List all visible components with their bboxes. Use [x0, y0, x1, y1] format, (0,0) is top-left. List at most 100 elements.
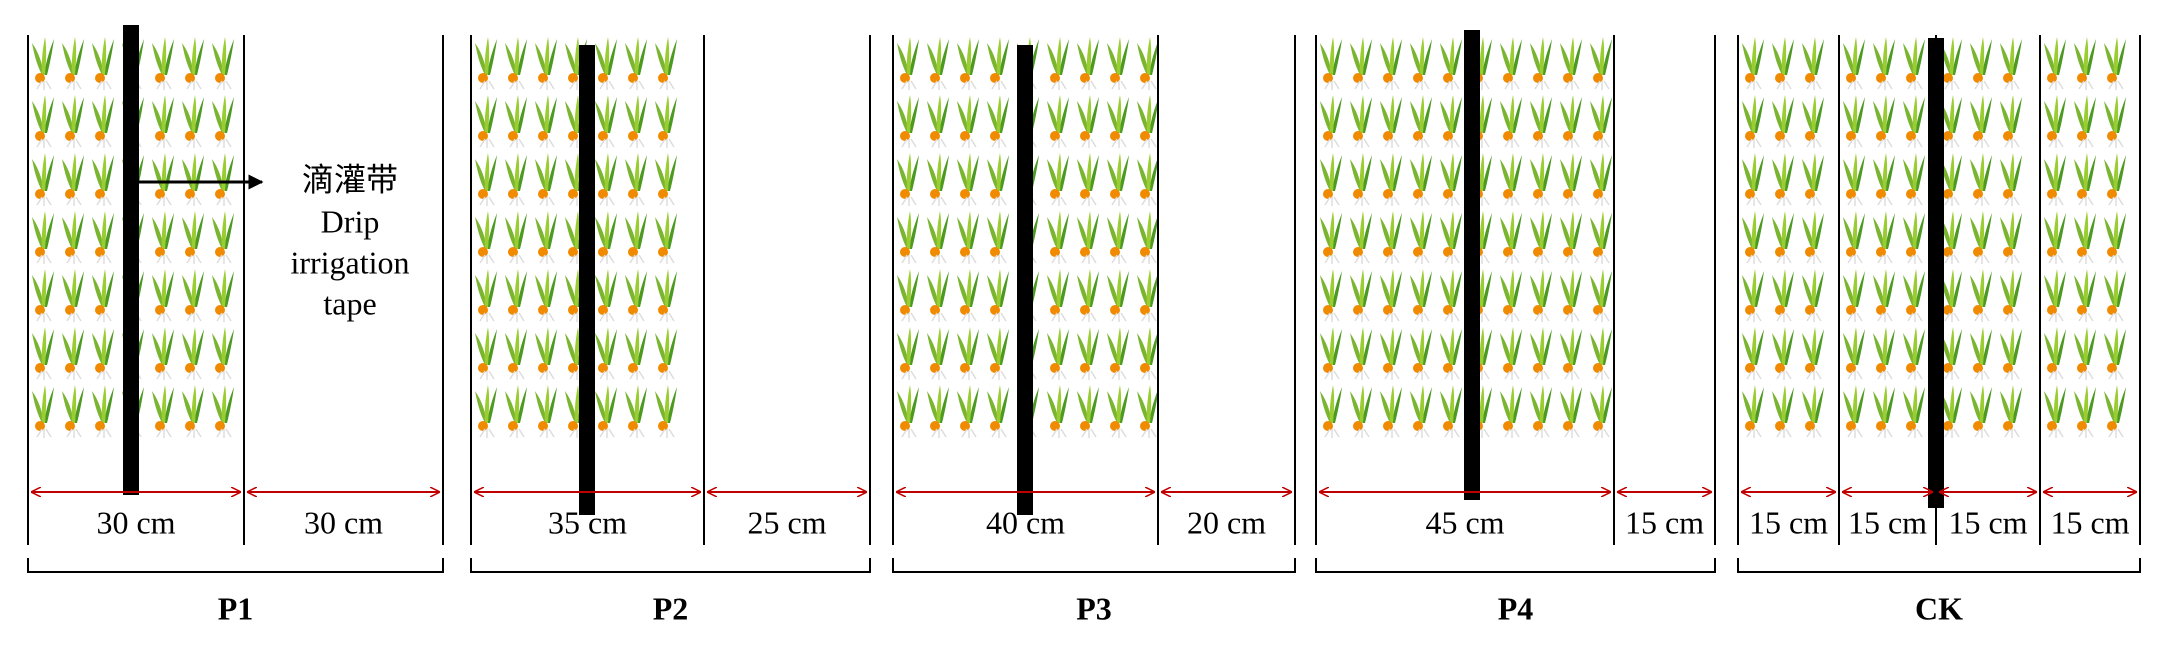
bulb [1353, 73, 1363, 83]
leaf [1751, 385, 1757, 423]
bulb [1503, 247, 1513, 257]
roots [629, 312, 645, 322]
plant [625, 95, 647, 148]
plant [1500, 153, 1522, 206]
leaf [1982, 329, 1992, 365]
leaf [1089, 329, 1099, 365]
leaf [2116, 329, 2126, 365]
plant [1410, 95, 1432, 148]
roots [1141, 138, 1157, 148]
plant [1410, 211, 1432, 264]
roots [1776, 428, 1792, 438]
roots [1051, 428, 1067, 438]
leaf [1359, 153, 1365, 191]
roots [1594, 196, 1610, 206]
leaf [2009, 269, 2015, 307]
plant [2000, 153, 2022, 206]
leaf [1751, 153, 1757, 191]
plant [897, 269, 919, 322]
roots [1594, 428, 1610, 438]
plant [2000, 269, 2022, 322]
roots [2048, 196, 2064, 206]
bulb [1080, 73, 1090, 83]
plant [927, 95, 949, 148]
bulb [538, 131, 548, 141]
leaf [1843, 159, 1855, 191]
plant [62, 153, 84, 206]
leaf [547, 97, 557, 133]
roots [66, 312, 82, 322]
leaf [2044, 159, 2056, 191]
bulb [1080, 421, 1090, 431]
roots [1141, 370, 1157, 380]
leaf [1542, 329, 1552, 365]
plant [987, 153, 1009, 206]
bulb [538, 189, 548, 199]
leaf [1449, 95, 1455, 133]
leaf [969, 387, 979, 423]
leaf [517, 271, 527, 307]
bulb [1110, 247, 1120, 257]
leaf [1149, 271, 1159, 307]
leaf [1843, 391, 1855, 423]
leaf [1814, 271, 1824, 307]
roots [1141, 428, 1157, 438]
leaf [2113, 95, 2119, 133]
leaf [1873, 391, 1885, 423]
bulb [155, 73, 165, 83]
roots [479, 138, 495, 148]
leaf [1949, 95, 1955, 133]
bulb [1943, 189, 1953, 199]
roots [1384, 80, 1400, 90]
leaf [1982, 387, 1992, 423]
leaf [1949, 385, 1955, 423]
leaf [194, 387, 204, 423]
leaf [1056, 153, 1062, 191]
leaf [2104, 391, 2116, 423]
leaf [1116, 153, 1122, 191]
leaf [1362, 387, 1372, 423]
leaf [2113, 153, 2119, 191]
leaf [1599, 269, 1605, 307]
leaf [1107, 43, 1119, 75]
leaf [1602, 155, 1612, 191]
bulb [1110, 363, 1120, 373]
roots [1081, 312, 1097, 322]
roots [539, 254, 555, 264]
leaf [1915, 39, 1925, 75]
leaf [1077, 159, 1089, 191]
bulb [628, 363, 638, 373]
leaf [1754, 97, 1764, 133]
leaf [667, 97, 677, 133]
leaf [2000, 101, 2012, 133]
plant [1047, 269, 1069, 322]
leaf [1885, 329, 1895, 365]
leaf [574, 385, 580, 423]
leaf [2113, 211, 2119, 249]
leaf [1602, 39, 1612, 75]
leaf [957, 391, 969, 423]
leaf [41, 211, 47, 249]
plant [2074, 327, 2096, 380]
leaf [1602, 387, 1612, 423]
leaf [1885, 271, 1895, 307]
leaf [1107, 101, 1119, 133]
bulb [598, 421, 608, 431]
leaf [2113, 327, 2119, 365]
leaf [2056, 271, 2066, 307]
bulb [1050, 305, 1060, 315]
roots [1877, 370, 1893, 380]
leaf [969, 155, 979, 191]
plant [1560, 385, 1582, 438]
leaf [1449, 153, 1455, 191]
roots [659, 370, 675, 380]
leaf [1572, 97, 1582, 133]
plant [1107, 37, 1129, 90]
leaf [1784, 39, 1794, 75]
leaf [966, 211, 972, 249]
bulb [1563, 305, 1573, 315]
leaf [1979, 269, 1985, 307]
leaf [987, 391, 999, 423]
roots [599, 370, 615, 380]
leaf [487, 387, 497, 423]
